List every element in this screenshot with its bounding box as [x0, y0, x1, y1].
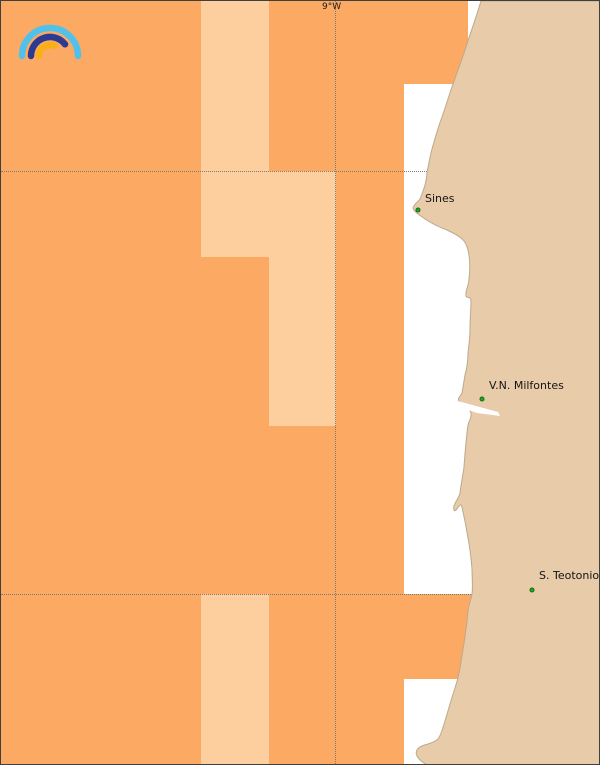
town-label[interactable]: V.N. Milfontes [489, 379, 564, 392]
town-label[interactable]: S. Teotonio [539, 569, 600, 582]
longitude-label: 9°W [322, 2, 342, 12]
parallel-line [1, 594, 599, 595]
cell-light-mid-narrow [269, 257, 336, 426]
cell-light-bottom [201, 594, 269, 764]
town-label[interactable]: Sines [425, 192, 455, 205]
town-dot[interactable] [479, 396, 485, 402]
cell-light-mid-wide [201, 171, 336, 257]
rainbow-logo[interactable] [13, 11, 85, 61]
land-area [412, 1, 599, 764]
cell-strong-northeast [404, 1, 468, 84]
town-dot[interactable] [529, 587, 535, 593]
parallel-line [1, 171, 599, 172]
rainbow-inner-arc [35, 41, 58, 60]
meridian-line [335, 1, 336, 764]
river-inlet [452, 400, 500, 416]
town-dot[interactable] [415, 207, 421, 213]
cell-light-top [201, 1, 269, 171]
rainbow-middle-arc [27, 33, 69, 60]
rainbow-outer-arc [18, 24, 82, 60]
